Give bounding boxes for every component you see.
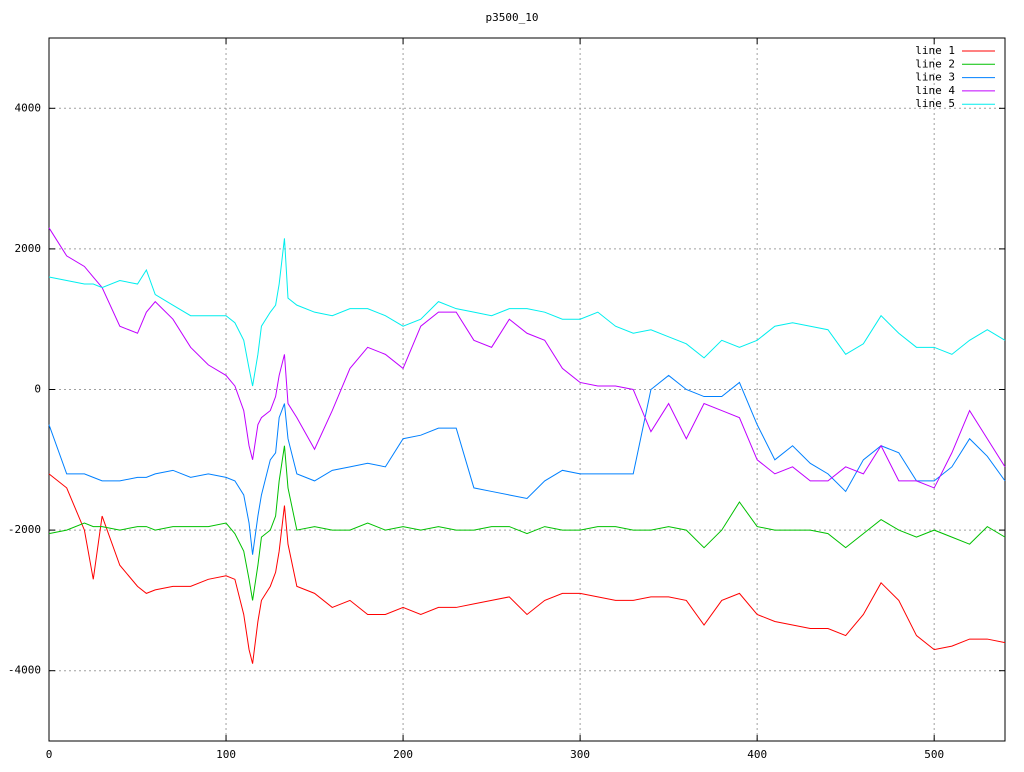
line-series (48, 374, 1006, 555)
legend-label: line 4 (915, 84, 955, 97)
y-tick-label: -2000 (8, 523, 41, 536)
x-tick-label: 0 (46, 748, 53, 761)
y-tick-label: -4000 (8, 664, 41, 677)
x-tick-label: 300 (570, 748, 590, 761)
plot-frame (48, 37, 1006, 742)
line-series (48, 473, 1006, 664)
x-tick-label: 200 (393, 748, 413, 761)
legend-label: line 2 (915, 57, 955, 70)
x-tick-label: 400 (747, 748, 767, 761)
chart-title: p3500_10 (486, 11, 539, 24)
legend-label: line 5 (915, 97, 955, 110)
y-tick-label: 0 (34, 383, 41, 396)
line-series (48, 227, 1006, 489)
legend-label: line 1 (915, 44, 955, 57)
y-tick-label: 4000 (15, 101, 42, 114)
line-series (48, 445, 1006, 601)
x-tick-label: 100 (216, 748, 236, 761)
legend-label: line 3 (915, 71, 955, 84)
line-series (48, 238, 1006, 387)
x-tick-label: 500 (924, 748, 944, 761)
y-tick-label: 2000 (15, 242, 42, 255)
